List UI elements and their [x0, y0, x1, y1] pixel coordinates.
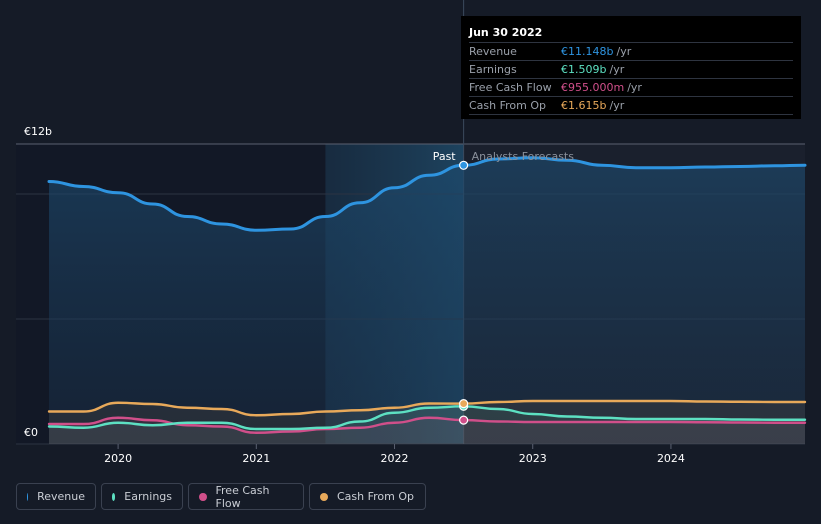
y-axis-bottom-label: €0 [24, 426, 38, 439]
tooltip-date: Jun 30 2022 [469, 24, 793, 43]
tooltip-label: Earnings [469, 63, 517, 76]
tooltip-value: €955.000m [561, 81, 625, 94]
forecast-label: Analysts Forecasts [472, 150, 575, 163]
area-free-cash-flow [49, 417, 805, 444]
legend-item-revenue[interactable]: Revenue [16, 483, 96, 510]
tooltip-row-cash-from-op: Cash From Op €1.615b /yr [469, 97, 793, 115]
y-axis-top-label: €12b [24, 125, 52, 138]
tooltip-value: €11.148b [561, 45, 614, 58]
x-tick-label: 2021 [242, 452, 270, 465]
x-tick-label: 2023 [519, 452, 547, 465]
tooltip-row-earnings: Earnings €1.509b /yr [469, 61, 793, 79]
x-tick-label: 2024 [657, 452, 685, 465]
past-label: Past [433, 150, 457, 163]
x-tick-label: 2022 [381, 452, 409, 465]
marker-cash-from-op [459, 399, 469, 409]
legend-label: Earnings [124, 490, 172, 503]
tooltip-label: Revenue [469, 45, 517, 58]
tooltip-unit: /yr [627, 81, 642, 94]
tooltip-row-free-cash-flow: Free Cash Flow €955.000m /yr [469, 79, 793, 97]
area-earnings [49, 406, 805, 444]
legend-item-earnings[interactable]: Earnings [101, 483, 183, 510]
tooltip-label: Free Cash Flow [469, 81, 552, 94]
tooltip-unit: /yr [609, 99, 625, 112]
area-revenue [49, 157, 805, 444]
tooltip-value: €1.615b [561, 99, 607, 112]
legend: Revenue Earnings Free Cash Flow Cash Fro… [16, 483, 426, 510]
tooltip-value: €1.509b [561, 63, 607, 76]
legend-dot-icon [27, 492, 29, 501]
x-tick-label: 2020 [104, 452, 132, 465]
legend-dot-icon [199, 492, 207, 501]
legend-label: Cash From Op [337, 490, 415, 503]
marker-revenue [459, 160, 469, 170]
tooltip-unit: /yr [616, 45, 632, 58]
tooltip-unit: /yr [609, 63, 625, 76]
tooltip: Jun 30 2022 Revenue €11.148b /yr Earning… [461, 16, 801, 119]
marker-free-cash-flow [459, 415, 469, 425]
legend-item-cash-from-op[interactable]: Cash From Op [309, 483, 426, 510]
legend-label: Revenue [37, 490, 85, 503]
tooltip-row-revenue: Revenue €11.148b /yr [469, 43, 793, 61]
area-cash-from-op [49, 401, 805, 444]
legend-label: Free Cash Flow [215, 483, 270, 510]
line-cash-from-op [47, 399, 807, 417]
tooltip-label: Cash From Op [469, 99, 547, 112]
line-revenue [47, 156, 807, 232]
line-earnings [47, 405, 807, 431]
legend-dot-icon [320, 492, 328, 501]
legend-dot-icon [112, 492, 116, 501]
legend-item-free-cash-flow[interactable]: Free Cash Flow [188, 483, 304, 510]
